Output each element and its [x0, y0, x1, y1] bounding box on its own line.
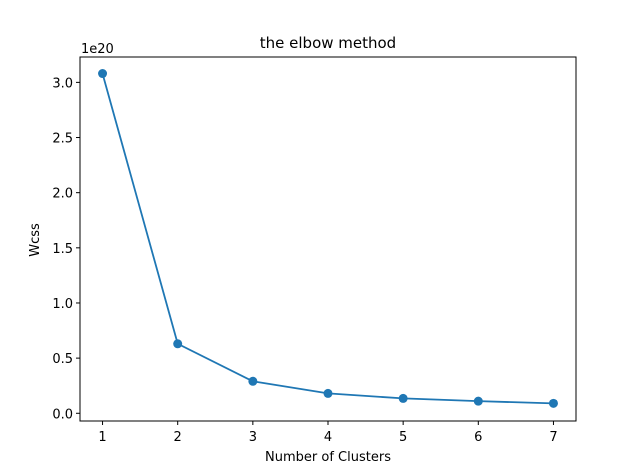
x-tick-label: 4 [324, 430, 332, 445]
x-tick-label: 3 [249, 430, 257, 445]
y-axis-label: Wcss [28, 223, 43, 257]
y-offset-label: 1e20 [81, 42, 114, 57]
chart-title: the elbow method [260, 34, 396, 52]
x-tick-label: 6 [474, 430, 482, 445]
series-wcss [98, 69, 558, 408]
data-point [323, 388, 333, 398]
y-tick-label: 0.0 [52, 407, 73, 422]
x-axis-ticks: 1 2 3 4 5 6 7 [98, 421, 558, 445]
data-point [473, 396, 483, 406]
y-tick-label: 2.0 [52, 187, 73, 202]
y-tick-label: 0.5 [52, 352, 73, 367]
x-axis-label: Number of Clusters [265, 450, 391, 465]
plot-frame [79, 56, 577, 422]
y-tick-label: 2.5 [52, 132, 73, 147]
data-point [548, 398, 558, 408]
data-point [398, 393, 408, 403]
y-tick-label: 3.0 [52, 76, 73, 91]
x-tick-label: 5 [399, 430, 407, 445]
series-line [101, 73, 554, 405]
data-point [98, 69, 108, 79]
x-tick-label: 1 [98, 430, 106, 445]
x-tick-label: 2 [174, 430, 182, 445]
data-point [173, 339, 183, 349]
y-tick-label: 1.5 [52, 242, 73, 257]
y-tick-label: 1.0 [52, 297, 73, 312]
x-tick-label: 7 [549, 430, 557, 445]
y-axis-ticks: 0.0 0.5 1.0 1.5 2.0 2.5 3.0 [52, 76, 80, 422]
data-point [248, 376, 258, 386]
